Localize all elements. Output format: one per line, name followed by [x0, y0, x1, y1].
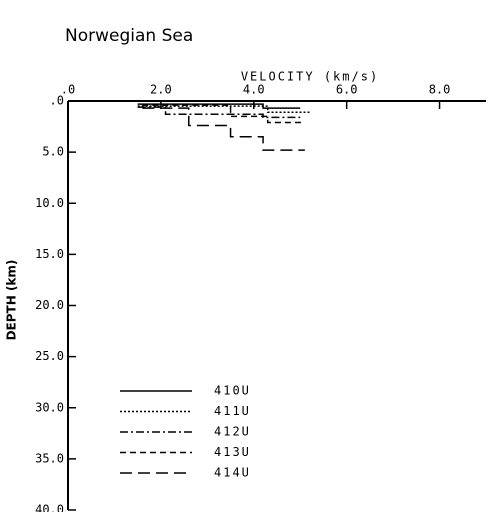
- x-tick-label: 6.0: [336, 83, 358, 97]
- y-tick-label: 20.0: [35, 298, 64, 312]
- legend-label: 411U: [214, 404, 251, 418]
- y-tick-label: 30.0: [35, 400, 64, 414]
- series-line: [142, 104, 305, 124]
- x-axis-label: VELOCITY (km/s): [241, 70, 379, 84]
- series-line: [137, 105, 310, 113]
- y-tick-label: 35.0: [35, 451, 64, 465]
- y-tick-label: 5.0: [42, 145, 64, 159]
- x-tick-label: 4.0: [243, 83, 265, 97]
- x-tick-label: .0: [61, 83, 75, 97]
- y-tick-label: 40.0: [35, 503, 64, 513]
- y-axis-label: DEPTH (km): [5, 260, 19, 341]
- y-tick-label: 15.0: [35, 247, 64, 261]
- legend-label: 410U: [214, 384, 251, 398]
- y-tick-label: 25.0: [35, 349, 64, 363]
- series-line: [137, 106, 301, 119]
- x-tick-label: 8.0: [429, 83, 451, 97]
- legend-label: 412U: [214, 425, 251, 439]
- chart-title: Norwegian Sea: [65, 26, 193, 46]
- series-line: [142, 107, 305, 151]
- y-tick-label: 10.0: [35, 196, 64, 210]
- y-tick-label: .0: [50, 94, 64, 108]
- legend-label: 414U: [214, 466, 251, 480]
- legend-label: 413U: [214, 445, 251, 459]
- x-tick-label: 2.0: [150, 83, 172, 97]
